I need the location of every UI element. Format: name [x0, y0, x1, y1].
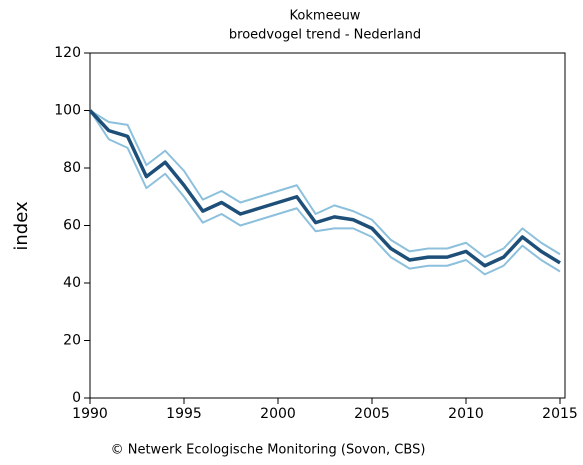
- x-tick-label: 2000: [260, 406, 296, 422]
- y-tick-label: 80: [63, 160, 81, 176]
- plot-frame: [89, 52, 566, 399]
- y-tick-label: 40: [63, 275, 81, 291]
- x-tick-label: 2005: [354, 406, 390, 422]
- line: [89, 109, 561, 259]
- line: [89, 109, 561, 276]
- y-tick-label: 20: [63, 333, 81, 349]
- line: [88, 109, 561, 268]
- chart-subtitle: broedvogel trend - Nederland: [229, 28, 421, 43]
- x-tick-label: 2015: [542, 406, 578, 422]
- y-tick-label: 100: [54, 103, 81, 119]
- y-tick-label: 0: [72, 390, 81, 406]
- footer: © Netwerk Ecologische Monitoring (Sovon,…: [111, 443, 426, 458]
- x-tick-label: 2010: [448, 406, 484, 422]
- y-tick-label: 60: [63, 218, 81, 234]
- x-tick-label: 1990: [72, 406, 108, 422]
- y-tick-label: 120: [54, 45, 81, 61]
- chart-title: Kokmeeuw: [290, 9, 361, 24]
- x-tick-label: 1995: [166, 406, 202, 422]
- y-axis-label: index: [11, 201, 32, 251]
